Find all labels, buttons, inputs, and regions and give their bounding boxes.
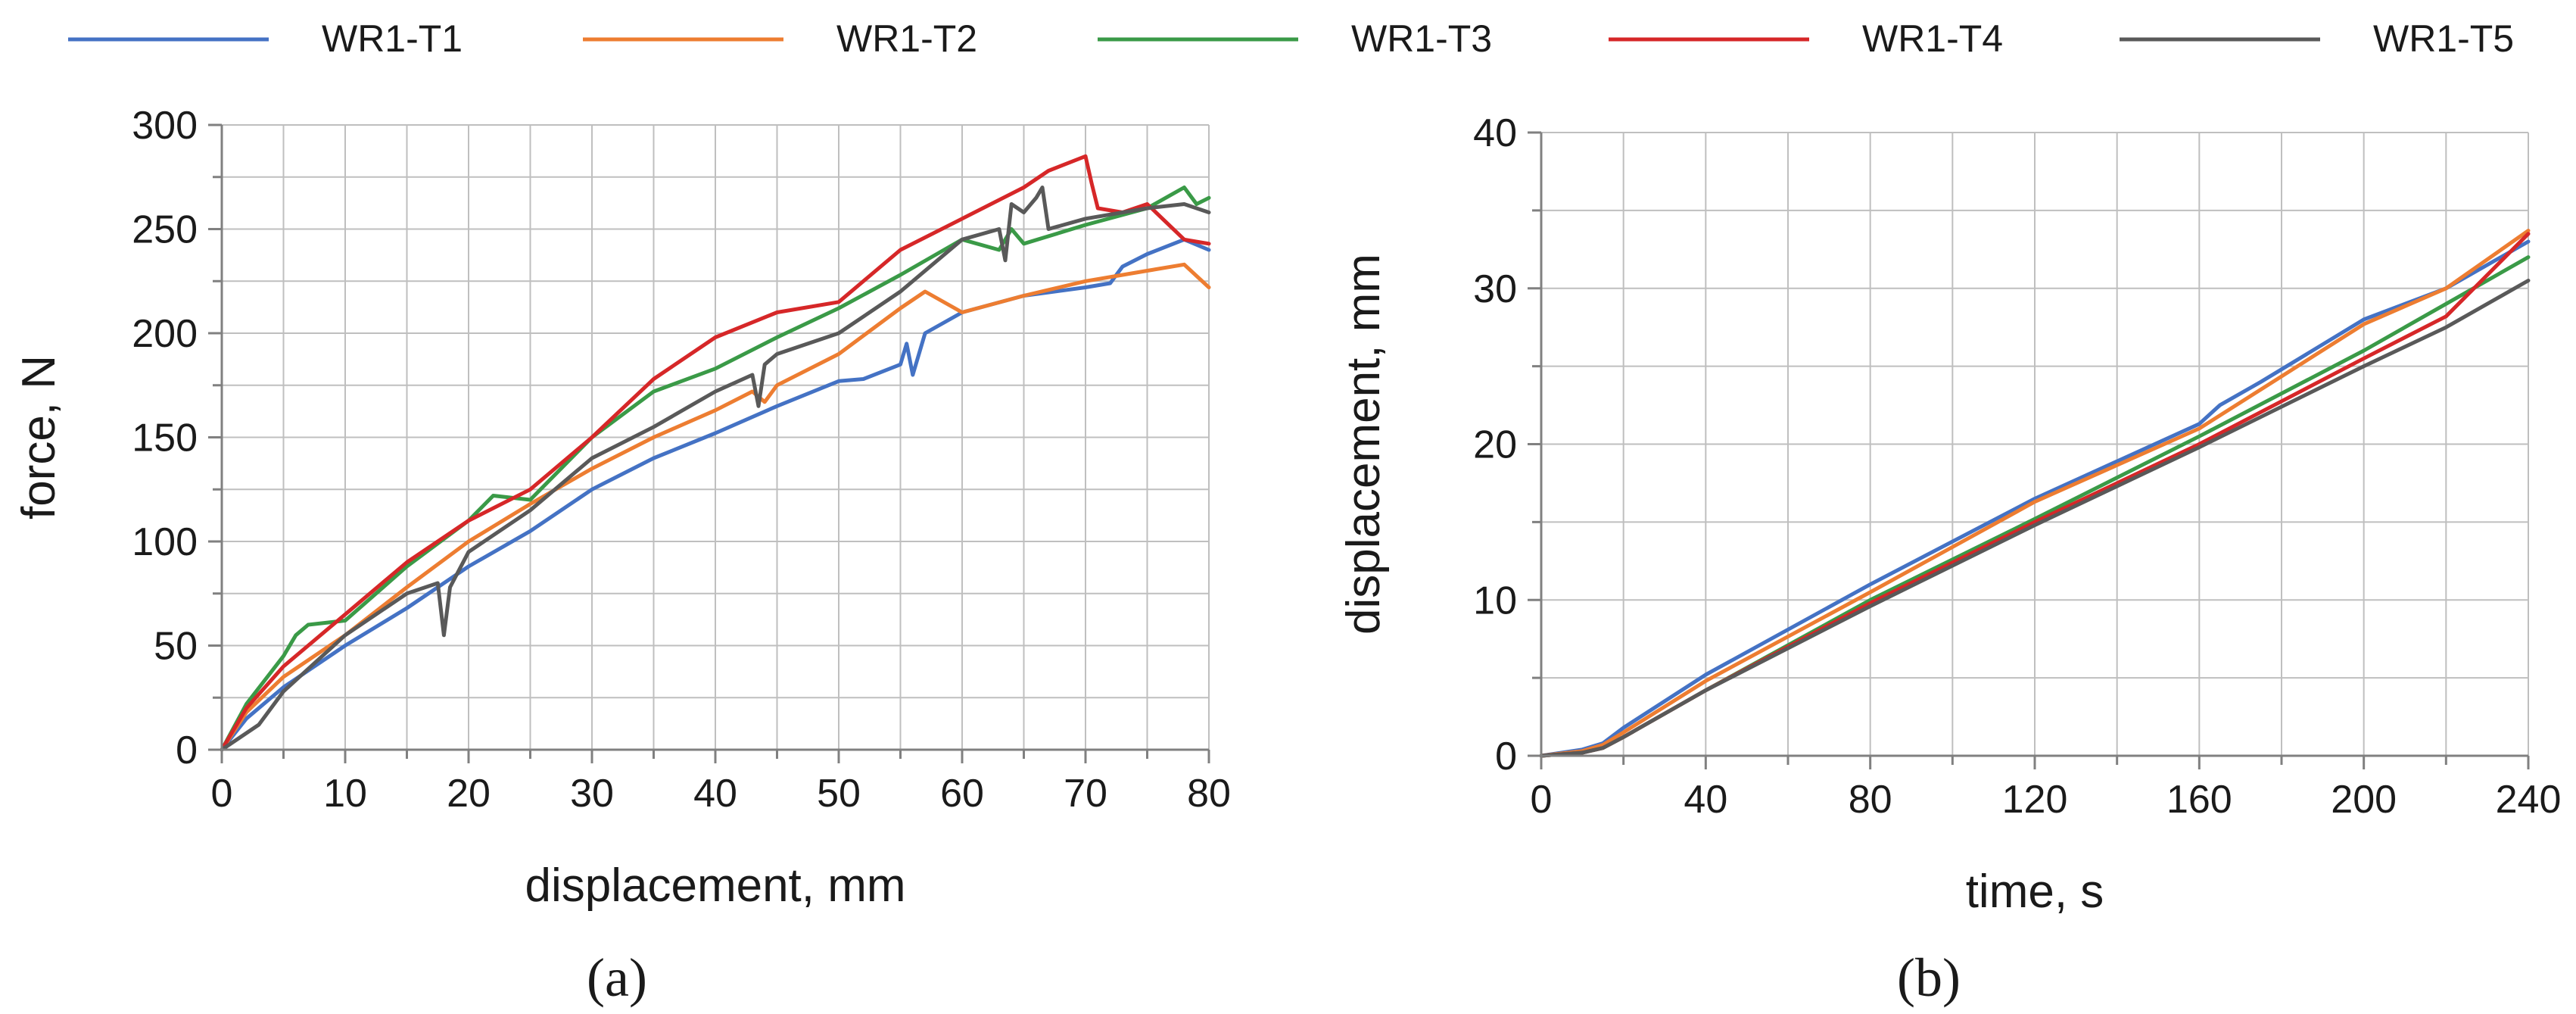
x-tick-label: 20	[447, 772, 491, 816]
y-tick-label: 50	[154, 625, 198, 669]
y-tick-label: 300	[132, 104, 198, 148]
x-tick-label: 0	[211, 772, 233, 816]
y-tick-label: 0	[176, 729, 198, 772]
x-tick-label: 40	[1684, 778, 1727, 822]
series-line-wr1-t4	[220, 154, 1211, 752]
series-line-wr1-t3	[220, 186, 1211, 752]
x-tick-label: 30	[570, 772, 614, 816]
x-tick-label: 60	[940, 772, 984, 816]
y-tick-label: 100	[132, 520, 198, 564]
x-axis-title: displacement, mm	[525, 860, 905, 912]
x-axis-title: time, s	[1966, 866, 2104, 918]
y-tick-label: 20	[1473, 423, 1517, 467]
y-tick-label: 40	[1473, 111, 1517, 155]
x-tick-label: 70	[1064, 772, 1107, 816]
legend-label-wr1-t3: WR1-T3	[1351, 17, 1492, 60]
series-line-wr1-t5	[220, 186, 1211, 752]
y-tick-label: 150	[132, 417, 198, 460]
x-tick-label: 50	[817, 772, 861, 816]
y-tick-label: 10	[1473, 579, 1517, 622]
series-line-wr1-t2	[1539, 229, 2531, 758]
series-line-wr1-t5	[1539, 279, 2531, 758]
panel-caption: (a)	[587, 947, 647, 1008]
x-tick-label: 240	[2496, 778, 2562, 822]
panel-b-chart: 0 40 80 120 160 200 240 0 10 20 30 40 time, s displac…	[1338, 111, 2561, 1008]
panel-a-chart: 0 10 20 30 40 50 60 70 80 0 50 100 150 200 250 300 displ…	[13, 104, 1231, 1008]
y-axis-title: displacement, mm	[1338, 254, 1390, 635]
legend-label-wr1-t4: WR1-T4	[1862, 17, 2003, 60]
y-tick-label: 250	[132, 208, 198, 252]
y-tick-label: 30	[1473, 267, 1517, 311]
legend-label-wr1-t5: WR1-T5	[2373, 17, 2514, 60]
legend-label-wr1-t2: WR1-T2	[836, 17, 977, 60]
x-tick-label: 40	[693, 772, 737, 816]
legend: WR1-T1 WR1-T2 WR1-T3 WR1-T4 WR1-T5	[68, 17, 2514, 60]
x-tick-label: 200	[2331, 778, 2397, 822]
y-tick-label: 0	[1495, 735, 1517, 778]
y-tick-label: 200	[132, 312, 198, 356]
panel-caption: (b)	[1897, 947, 1961, 1008]
x-tick-label: 160	[2166, 778, 2232, 822]
x-tick-label: 80	[1849, 778, 1892, 822]
x-tick-label: 120	[2002, 778, 2068, 822]
y-axis-title: force, N	[13, 355, 65, 519]
x-tick-label: 0	[1531, 778, 1553, 822]
legend-label-wr1-t1: WR1-T1	[322, 17, 463, 60]
series-line-wr1-t1	[220, 237, 1211, 752]
x-tick-label: 10	[323, 772, 367, 816]
x-tick-label: 80	[1187, 772, 1231, 816]
